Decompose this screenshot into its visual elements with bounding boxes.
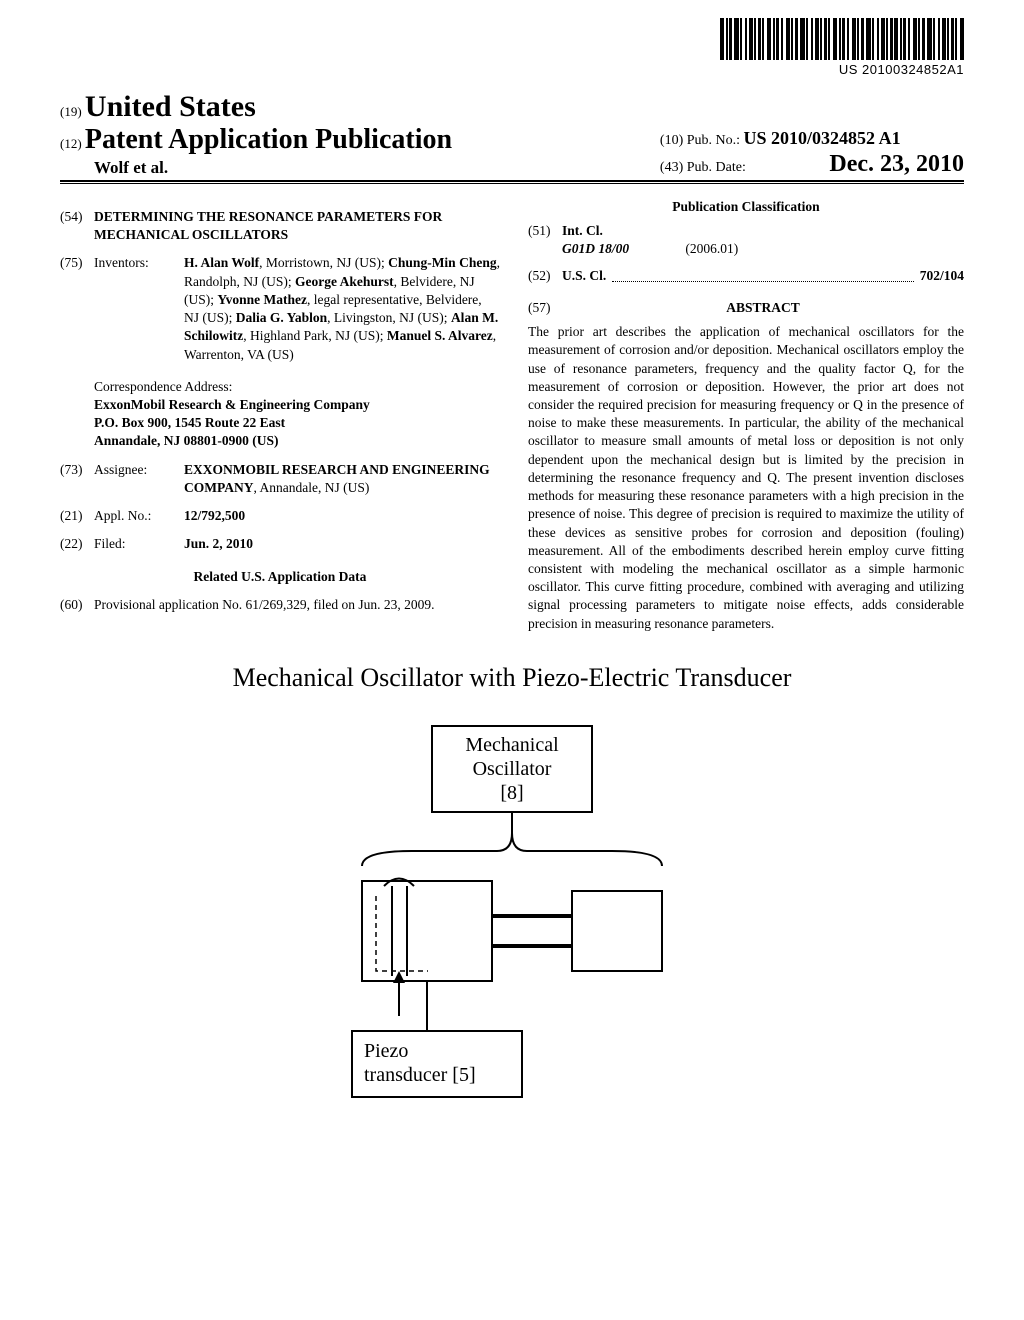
- correspondence-line3: Annandale, NJ 08801-0900 (US): [94, 432, 500, 450]
- abstract-text: The prior art describes the application …: [528, 323, 964, 633]
- inventor-name: Manuel S. Alvarez: [387, 328, 493, 343]
- code-21: (21): [60, 507, 94, 525]
- section-75: (75) Inventors: H. Alan Wolf, Morristown…: [60, 254, 500, 363]
- applno-label: Appl. No.:: [94, 507, 184, 525]
- pubno-label: Pub. No.:: [687, 133, 740, 148]
- section-52: (52) U.S. Cl. 702/104: [528, 267, 964, 285]
- correspondence-line2: P.O. Box 900, 1545 Route 22 East: [94, 414, 500, 432]
- uscl-label: U.S. Cl.: [562, 267, 606, 285]
- uscl-value: 702/104: [920, 267, 964, 285]
- provisional-text: Provisional application No. 61/269,329, …: [94, 596, 500, 614]
- intcl-label: Int. Cl.: [562, 222, 738, 240]
- code-19: (19): [60, 104, 82, 119]
- code-52: (52): [528, 267, 562, 285]
- section-73: (73) Assignee: EXXONMOBIL RESEARCH AND E…: [60, 461, 500, 497]
- abstract-header: ABSTRACT: [562, 299, 964, 317]
- inventor-name: George Akehurst: [295, 274, 394, 289]
- inventor-location: , Morristown, NJ (US);: [259, 255, 388, 270]
- inventors-label: Inventors:: [94, 254, 184, 363]
- inventor-location: , Highland Park, NJ (US);: [243, 328, 387, 343]
- document-header: (19) United States (12) Patent Applicati…: [60, 90, 964, 184]
- inventor-name: H. Alan Wolf: [184, 255, 259, 270]
- figure-title: Mechanical Oscillator with Piezo-Electri…: [60, 663, 964, 693]
- barcode-text: US 20100324852A1: [720, 62, 964, 77]
- figure-diagram: Mechanical Oscillator [8] Piezo transduc…: [302, 721, 722, 1111]
- applno-value: 12/792,500: [184, 507, 500, 525]
- code-75: (75): [60, 254, 94, 363]
- uscl-dotted-leader: [612, 281, 913, 282]
- correspondence-block: Correspondence Address: ExxonMobil Resea…: [94, 378, 500, 451]
- pubdate-value: Dec. 23, 2010: [829, 151, 964, 177]
- section-57: (57) ABSTRACT The prior art describes th…: [528, 299, 964, 633]
- invention-title: DETERMINING THE RESONANCE PARAMETERS FOR…: [94, 208, 500, 244]
- barcode-region: US 20100324852A1: [720, 18, 964, 77]
- barcode: [720, 18, 964, 60]
- code-73: (73): [60, 461, 94, 497]
- fig-box1-line1: Mechanical: [465, 734, 559, 756]
- left-column: (54) DETERMINING THE RESONANCE PARAMETER…: [60, 198, 500, 633]
- intcl-date: (2006.01): [685, 241, 738, 256]
- fig-box2-line2: transducer [5]: [364, 1064, 476, 1086]
- figure-area: Mechanical Oscillator with Piezo-Electri…: [60, 663, 964, 1111]
- inventors-list: H. Alan Wolf, Morristown, NJ (US); Chung…: [184, 254, 500, 363]
- country-name: United States: [85, 90, 256, 123]
- pubno-value: US 2010/0324852 A1: [744, 128, 901, 148]
- section-21: (21) Appl. No.: 12/792,500: [60, 507, 500, 525]
- inventor-name: Yvonne Mathez: [217, 292, 307, 307]
- section-54: (54) DETERMINING THE RESONANCE PARAMETER…: [60, 208, 500, 244]
- code-12: (12): [60, 136, 82, 151]
- fig-box1-line3: [8]: [500, 782, 523, 804]
- bibliographic-columns: (54) DETERMINING THE RESONANCE PARAMETER…: [60, 198, 964, 633]
- code-51: (51): [528, 222, 562, 258]
- publication-type: Patent Application Publication: [85, 124, 452, 155]
- assignee-label: Assignee:: [94, 461, 184, 497]
- intcl-body: Int. Cl. G01D 18/00 (2006.01): [562, 222, 738, 258]
- related-header: Related U.S. Application Data: [60, 568, 500, 586]
- code-57: (57): [528, 299, 562, 317]
- inventor-name: Dalia G. Yablon: [236, 310, 327, 325]
- classification-header: Publication Classification: [528, 198, 964, 216]
- assignee-value: EXXONMOBIL RESEARCH AND ENGINEERING COMP…: [184, 461, 500, 497]
- code-54: (54): [60, 208, 94, 244]
- assignee-loc: , Annandale, NJ (US): [253, 480, 369, 495]
- section-60: (60) Provisional application No. 61/269,…: [60, 596, 500, 614]
- intcl-symbol: G01D 18/00: [562, 240, 682, 258]
- inventor-location: , Livingston, NJ (US);: [327, 310, 451, 325]
- fig-box1-line2: Oscillator: [473, 758, 552, 780]
- correspondence-label: Correspondence Address:: [94, 378, 500, 396]
- fig-box2-line1: Piezo: [364, 1040, 408, 1062]
- authors-line: Wolf et al.: [60, 158, 452, 178]
- section-22: (22) Filed: Jun. 2, 2010: [60, 535, 500, 553]
- right-column: Publication Classification (51) Int. Cl.…: [528, 198, 964, 633]
- code-22: (22): [60, 535, 94, 553]
- code-10: (10): [660, 133, 683, 148]
- pubdate-label: Pub. Date:: [687, 160, 746, 175]
- code-60: (60): [60, 596, 94, 614]
- section-51: (51) Int. Cl. G01D 18/00 (2006.01): [528, 222, 964, 258]
- correspondence-line1: ExxonMobil Research & Engineering Compan…: [94, 396, 500, 414]
- filed-value: Jun. 2, 2010: [184, 535, 500, 553]
- filed-label: Filed:: [94, 535, 184, 553]
- inventor-name: Chung-Min Cheng: [388, 255, 496, 270]
- code-43: (43): [660, 160, 683, 175]
